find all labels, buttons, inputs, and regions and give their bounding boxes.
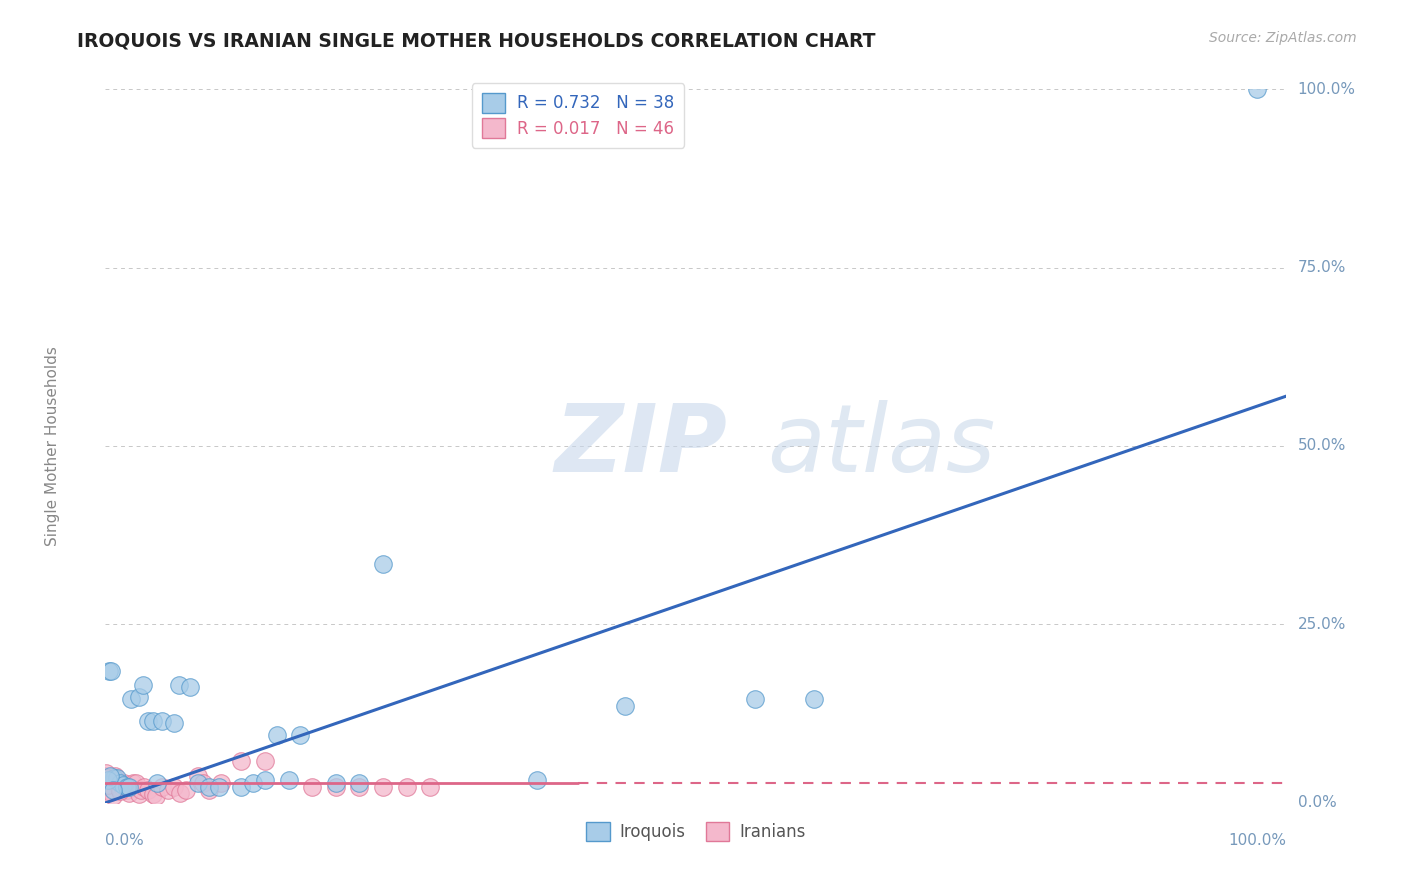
Point [242,776,264,790]
Point [253,755,276,769]
Point [120,692,142,706]
Point [111,780,134,794]
Point [97,778,120,792]
Point [94,765,117,780]
Point [105,771,128,785]
Point [125,776,148,790]
Point [134,780,156,794]
Point [146,776,169,790]
Point [419,780,441,794]
Point [107,780,129,794]
Text: 0.0%: 0.0% [105,833,145,848]
Point [142,714,165,728]
Point [198,783,221,797]
Point [103,771,125,785]
Point [169,786,191,800]
Point [145,789,167,803]
Point [349,780,371,794]
Point [97,772,120,787]
Point [100,785,122,799]
Point [179,680,201,694]
Point [266,728,288,742]
Point [209,776,232,790]
Point [231,755,253,769]
Text: 25.0%: 25.0% [1298,617,1346,632]
Point [526,772,548,787]
Point [325,776,347,790]
Point [129,783,152,797]
Point [132,678,155,692]
Point [96,771,118,785]
Point [187,769,209,783]
Point [208,780,231,794]
Point [163,780,186,794]
Point [253,772,276,787]
Point [100,664,122,678]
Point [277,772,299,787]
Point [371,557,394,571]
Point [98,769,121,783]
Point [118,780,141,794]
Point [174,783,197,797]
Text: 50.0%: 50.0% [1298,439,1346,453]
Point [157,783,180,797]
Point [97,776,120,790]
Point [112,776,135,790]
Point [231,780,253,794]
Point [108,784,131,798]
Point [163,715,186,730]
Point [167,678,190,692]
Point [103,772,125,787]
Text: IROQUOIS VS IRANIAN SINGLE MOTHER HOUSEHOLDS CORRELATION CHART: IROQUOIS VS IRANIAN SINGLE MOTHER HOUSEH… [77,31,876,50]
Point [94,769,117,783]
Point [371,780,394,794]
Point [803,692,825,706]
Point [104,769,127,783]
Point [105,776,128,790]
Point [101,783,124,797]
Point [110,783,132,797]
Point [614,699,637,714]
Point [150,714,173,728]
Text: 100.0%: 100.0% [1298,82,1355,96]
Point [105,774,128,789]
Point [395,780,418,794]
Point [325,780,347,794]
Point [150,780,173,794]
Text: 100.0%: 100.0% [1229,833,1286,848]
Point [112,778,135,792]
Point [187,776,209,790]
Point [301,780,323,794]
Point [136,783,159,797]
Point [128,690,150,705]
Point [744,692,766,706]
Point [118,786,141,800]
Point [128,787,150,801]
Text: ZIP: ZIP [554,400,727,492]
Text: atlas: atlas [766,401,995,491]
Text: 0.0%: 0.0% [1298,796,1336,810]
Point [115,780,138,794]
Point [1246,82,1268,96]
Point [98,780,121,794]
Legend: Iroquois, Iranians: Iroquois, Iranians [579,815,813,848]
Text: Source: ZipAtlas.com: Source: ZipAtlas.com [1209,31,1357,45]
Text: Single Mother Households: Single Mother Households [45,346,60,546]
Point [193,776,215,790]
Point [349,776,371,790]
Point [98,783,121,797]
Point [290,728,312,742]
Point [121,776,143,790]
Point [98,664,121,678]
Point [136,714,159,728]
Point [115,783,138,797]
Point [96,772,118,787]
Point [108,776,131,790]
Point [198,780,221,794]
Point [101,789,124,803]
Text: 75.0%: 75.0% [1298,260,1346,275]
Point [142,787,165,801]
